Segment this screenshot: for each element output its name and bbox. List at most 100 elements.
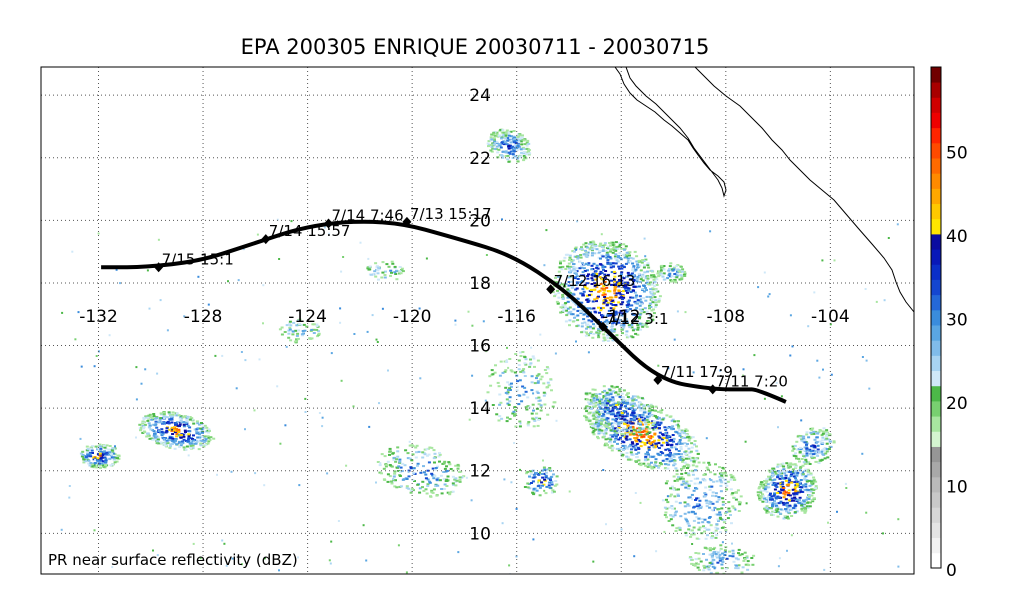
rain-pixel bbox=[182, 446, 186, 449]
rain-pixel bbox=[142, 430, 146, 433]
rain-pixel bbox=[714, 495, 718, 498]
rain-pixel bbox=[96, 459, 100, 462]
rain-pixel bbox=[407, 475, 411, 478]
rain-pixel bbox=[621, 295, 625, 297]
rain-pixel bbox=[633, 555, 636, 558]
rain-pixel bbox=[527, 483, 531, 485]
rain-pixel bbox=[807, 461, 811, 464]
rain-pixel bbox=[179, 444, 183, 447]
rain-pixel bbox=[193, 442, 197, 445]
rain-pixel bbox=[609, 429, 613, 432]
rain-pixel bbox=[535, 407, 539, 410]
rain-pixel bbox=[440, 488, 444, 490]
rain-pixel bbox=[422, 452, 426, 455]
rain-pixel bbox=[295, 334, 299, 337]
rain-pixel bbox=[203, 424, 207, 427]
rain-pixel bbox=[498, 374, 502, 377]
rain-pixel bbox=[618, 252, 622, 254]
rain-pixel bbox=[509, 135, 513, 138]
rain-pixel bbox=[531, 417, 535, 420]
rain-pixel bbox=[596, 425, 600, 428]
rain-pixel bbox=[508, 358, 512, 360]
rain-pixel bbox=[597, 332, 601, 335]
rain-pixel bbox=[693, 505, 697, 508]
rain-pixel bbox=[787, 466, 791, 469]
rain-pixel bbox=[587, 351, 590, 354]
rain-pixel bbox=[171, 437, 175, 440]
rain-pixel bbox=[621, 420, 625, 423]
rain-pixel bbox=[537, 373, 541, 376]
rain-pixel bbox=[615, 447, 619, 450]
rain-pixel bbox=[620, 314, 624, 317]
rain-pixel bbox=[800, 458, 804, 460]
rain-pixel bbox=[745, 555, 749, 558]
overpass-marker bbox=[261, 234, 271, 245]
rain-pixel bbox=[492, 131, 496, 134]
rain-pixel bbox=[607, 422, 611, 425]
rain-pixel bbox=[237, 279, 240, 282]
rain-pixel bbox=[610, 330, 614, 333]
rain-pixel bbox=[787, 489, 791, 492]
rain-pixel bbox=[810, 480, 814, 483]
rain-pixel bbox=[670, 275, 674, 278]
rain-pixel bbox=[513, 141, 516, 144]
rain-pixel bbox=[689, 535, 693, 538]
rain-pixel bbox=[612, 434, 615, 437]
rain-pixel bbox=[598, 276, 602, 279]
rain-pixel bbox=[800, 504, 804, 507]
rain-pixel bbox=[170, 421, 174, 424]
rain-pixel bbox=[616, 248, 620, 250]
rain-pixel bbox=[709, 524, 713, 527]
rain-pixel bbox=[571, 266, 575, 268]
rain-pixel bbox=[687, 528, 691, 531]
rain-pixel bbox=[730, 476, 734, 479]
rain-pixel bbox=[721, 541, 724, 544]
rain-pixel bbox=[708, 561, 712, 564]
rain-pixel bbox=[780, 475, 783, 477]
rain-pixel bbox=[771, 503, 775, 506]
rain-pixel bbox=[376, 272, 380, 275]
rain-pixel bbox=[815, 453, 819, 456]
rain-pixel bbox=[293, 340, 297, 343]
rain-pixel bbox=[575, 303, 579, 306]
rain-pixel bbox=[807, 436, 811, 439]
rain-pixel bbox=[381, 271, 385, 274]
rain-pixel bbox=[705, 466, 709, 469]
rain-pixel bbox=[775, 381, 778, 384]
rain-pixel bbox=[695, 503, 699, 506]
rain-pixel bbox=[657, 299, 661, 302]
rain-pixel bbox=[790, 497, 794, 500]
rain-pixel bbox=[602, 432, 606, 435]
rain-pixel bbox=[591, 245, 595, 248]
rain-pixel bbox=[601, 404, 605, 407]
rain-pixel bbox=[581, 262, 584, 265]
rain-pixel bbox=[639, 278, 643, 281]
rain-pixel bbox=[575, 325, 579, 328]
rain-pixel bbox=[614, 253, 618, 256]
rain-pixel bbox=[401, 270, 405, 273]
rain-pixel bbox=[597, 252, 601, 255]
rain-pixel bbox=[723, 551, 727, 554]
rain-pixel bbox=[689, 556, 692, 558]
rain-pixel bbox=[657, 442, 661, 445]
rain-pixel bbox=[628, 445, 631, 448]
rain-pixel bbox=[644, 415, 648, 418]
rain-pixel bbox=[548, 481, 552, 484]
rain-pixel bbox=[783, 472, 787, 475]
rain-pixel bbox=[697, 461, 701, 464]
rain-pixel bbox=[608, 262, 612, 265]
rain-pixel bbox=[622, 266, 626, 269]
rain-pixel bbox=[454, 464, 458, 467]
rain-pixel bbox=[652, 420, 656, 423]
rain-pixel bbox=[394, 460, 398, 463]
rain-pixel bbox=[522, 368, 526, 370]
rain-pixel bbox=[544, 474, 548, 477]
rain-pixel bbox=[507, 403, 511, 406]
rain-pixel bbox=[620, 276, 624, 279]
rain-pixel bbox=[504, 155, 508, 157]
rain-pixel bbox=[621, 312, 625, 315]
rain-pixel bbox=[610, 422, 614, 425]
rain-pixel bbox=[213, 561, 216, 564]
rain-pixel bbox=[690, 442, 694, 445]
rain-pixel bbox=[621, 332, 624, 335]
